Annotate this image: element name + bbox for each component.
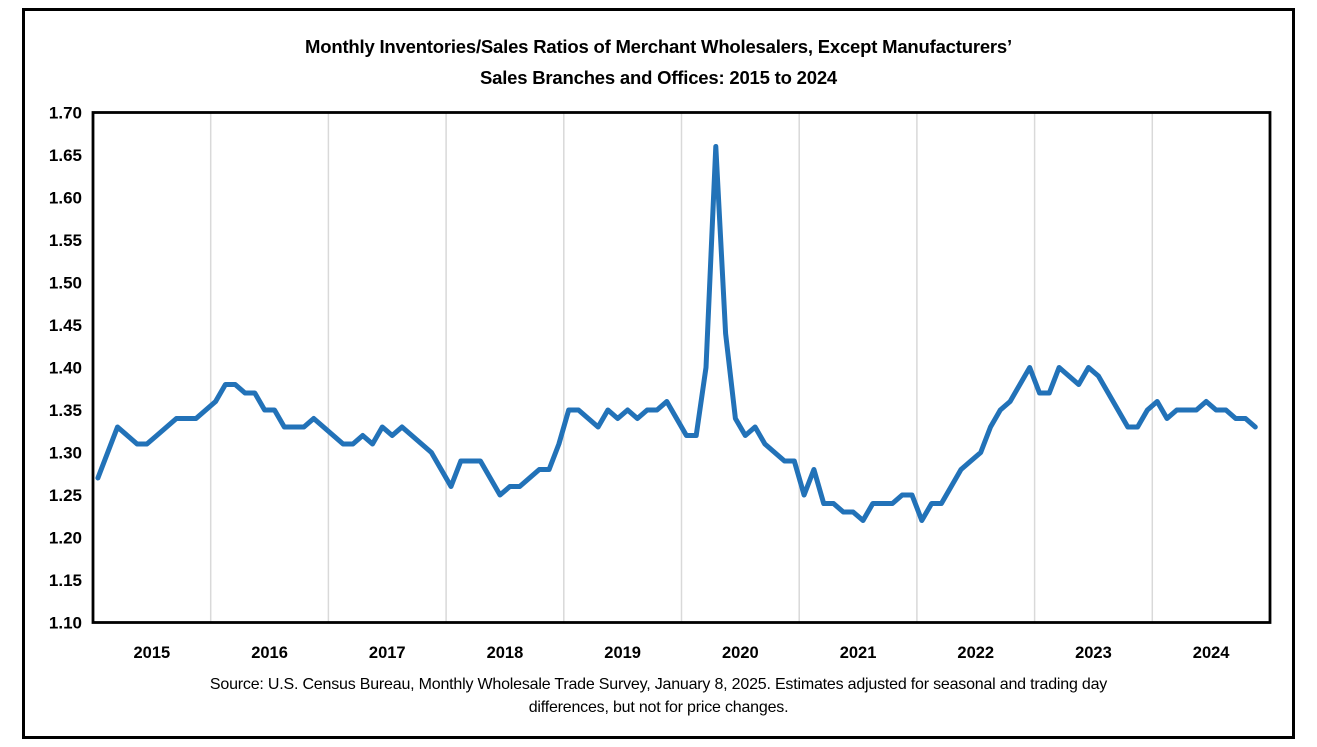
y-axis-tick-label: 1.40 (49, 359, 82, 378)
x-axis-year-label: 2022 (957, 644, 994, 662)
source-note-line1: Source: U.S. Census Bureau, Monthly Whol… (209, 676, 1108, 693)
x-axis-year-label: 2015 (133, 644, 170, 662)
data-series-line (95, 144, 1258, 523)
chart-title: Monthly Inventories/Sales Ratios of Merc… (0, 31, 1317, 93)
y-axis-tick-label: 1.10 (49, 614, 82, 633)
x-axis-year-label: 2020 (722, 644, 759, 662)
y-axis-tick-label: 1.30 (49, 444, 82, 463)
source-note-line2: differences, but not for price changes. (528, 699, 789, 716)
chart-title-line1: Monthly Inventories/Sales Ratios of Merc… (305, 36, 1012, 57)
y-axis-tick-label: 1.35 (49, 401, 82, 420)
x-axis-year-label: 2019 (604, 644, 641, 662)
y-axis-tick-label: 1.50 (49, 274, 82, 293)
y-axis-tick-label: 1.65 (49, 146, 82, 165)
y-axis-tick-label: 1.25 (49, 486, 82, 505)
x-axis-year-label: 2016 (251, 644, 288, 662)
y-axis-tick-label: 1.20 (49, 529, 82, 548)
x-axis-year-label: 2018 (487, 644, 524, 662)
x-axis-year-label: 2017 (369, 644, 406, 662)
y-axis-tick-label: 1.55 (49, 231, 82, 250)
y-axis-tick-label: 1.45 (49, 316, 82, 335)
y-axis-tick-label: 1.15 (49, 571, 82, 590)
x-axis-year-label: 2023 (1075, 644, 1112, 662)
x-axis-year-label: 2021 (840, 644, 877, 662)
chart-title-line2: Sales Branches and Offices: 2015 to 2024 (479, 67, 838, 88)
y-axis-tick-label: 1.70 (49, 104, 82, 123)
x-axis-year-label: 2024 (1193, 644, 1231, 662)
source-note: Source: U.S. Census Bureau, Monthly Whol… (0, 673, 1317, 719)
y-axis-tick-label: 1.60 (49, 189, 82, 208)
plot-border (91, 111, 1272, 624)
